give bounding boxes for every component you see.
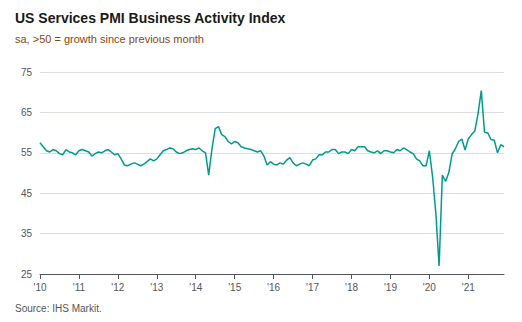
svg-text:35: 35 (21, 228, 33, 239)
svg-text:'20: '20 (423, 282, 436, 293)
svg-text:'11: '11 (73, 282, 86, 293)
svg-text:'10: '10 (33, 282, 46, 293)
svg-text:'13: '13 (150, 282, 163, 293)
svg-text:'14: '14 (189, 282, 202, 293)
svg-text:'21: '21 (462, 282, 475, 293)
svg-text:'19: '19 (384, 282, 397, 293)
svg-text:'17: '17 (306, 282, 319, 293)
svg-text:55: 55 (21, 147, 33, 158)
svg-text:25: 25 (21, 269, 33, 280)
svg-text:75: 75 (21, 67, 33, 78)
svg-text:'12: '12 (111, 282, 124, 293)
svg-text:'18: '18 (345, 282, 358, 293)
svg-text:'15: '15 (228, 282, 241, 293)
svg-text:'16: '16 (267, 282, 280, 293)
svg-text:45: 45 (21, 188, 33, 199)
svg-text:Source: IHS Markit.: Source: IHS Markit. (15, 303, 102, 314)
svg-text:65: 65 (21, 107, 33, 118)
svg-text:sa, >50 = growth since previou: sa, >50 = growth since previous month (15, 33, 204, 45)
svg-text:US Services PMI Business Activ: US Services PMI Business Activity Index (15, 10, 285, 26)
